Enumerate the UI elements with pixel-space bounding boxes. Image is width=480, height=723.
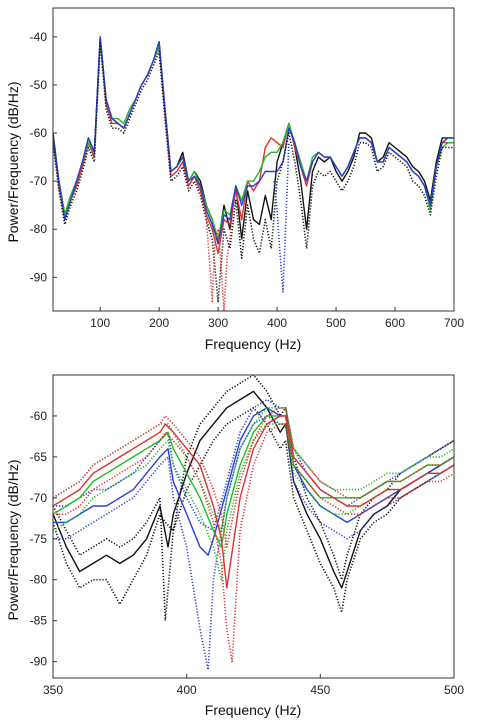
y-tick-label: -90 (30, 270, 48, 284)
series-line-9 (53, 415, 454, 589)
top-chart-xlabel: Frequency (Hz) (205, 336, 301, 352)
x-tick-label: 500 (444, 683, 464, 697)
series-line-11 (53, 406, 454, 548)
series-line-4 (53, 415, 454, 671)
series-line-6 (273, 142, 290, 293)
series-line-10 (53, 423, 454, 663)
y-tick-label: -70 (30, 491, 48, 505)
series-line-5 (205, 209, 234, 311)
top-chart-ylabel: Power/Frequency (dB/Hz) (5, 81, 21, 242)
series-line-4 (53, 40, 454, 303)
series-line-0 (53, 36, 454, 245)
y-tick-label: -80 (30, 573, 48, 587)
x-tick-label: 700 (444, 316, 464, 330)
series-line-2 (53, 406, 454, 614)
x-tick-label: 600 (385, 316, 405, 330)
x-tick-label: 350 (43, 683, 63, 697)
series-line-5 (53, 398, 454, 532)
x-tick-label: 300 (208, 316, 228, 330)
top-chart-plot-area (53, 36, 454, 311)
top-chart-frame (52, 7, 455, 312)
y-tick-label: -90 (30, 655, 48, 669)
y-tick-label: -50 (30, 78, 48, 92)
y-tick-label: -70 (30, 174, 48, 188)
top-psd-chart: Power/Frequency (dB/Hz) Frequency (Hz) 1… (5, 7, 465, 352)
bottom-chart-ylabel: Power/Frequency (dB/Hz) (5, 459, 21, 620)
x-tick-label: 100 (90, 316, 110, 330)
x-tick-label: 450 (310, 683, 330, 697)
series-line-7 (53, 423, 454, 581)
x-tick-label: 500 (326, 316, 346, 330)
y-tick-label: -60 (30, 409, 48, 423)
series-line-3 (53, 407, 454, 556)
y-tick-label: -65 (30, 450, 48, 464)
top-chart-ticks: 100 200 300 400 500 600 700 -40 -50 -60 -70 -80 -90 (30, 30, 465, 330)
x-tick-label: 400 (267, 316, 287, 330)
bottom-chart-frame (52, 374, 455, 679)
bottom-chart-plot-area (53, 375, 454, 671)
bottom-chart-ticks: 350 400 450 500 -60 -65 -70 -75 -80 -85 -90 (30, 409, 465, 697)
series-line-3 (53, 36, 454, 245)
series-line-2 (53, 41, 454, 240)
x-tick-label: 400 (177, 683, 197, 697)
bottom-chart-xlabel: Frequency (Hz) (205, 702, 301, 718)
y-tick-label: -60 (30, 126, 48, 140)
y-tick-label: -80 (30, 222, 48, 236)
bottom-psd-zoom-chart: Power/Frequency (dB/Hz) Frequency (Hz) 3… (5, 374, 465, 718)
x-tick-label: 200 (149, 316, 169, 330)
y-tick-label: -40 (30, 30, 48, 44)
series-line-1 (53, 36, 454, 255)
y-tick-label: -75 (30, 532, 48, 546)
series-line-6 (53, 415, 454, 548)
y-tick-label: -85 (30, 614, 48, 628)
